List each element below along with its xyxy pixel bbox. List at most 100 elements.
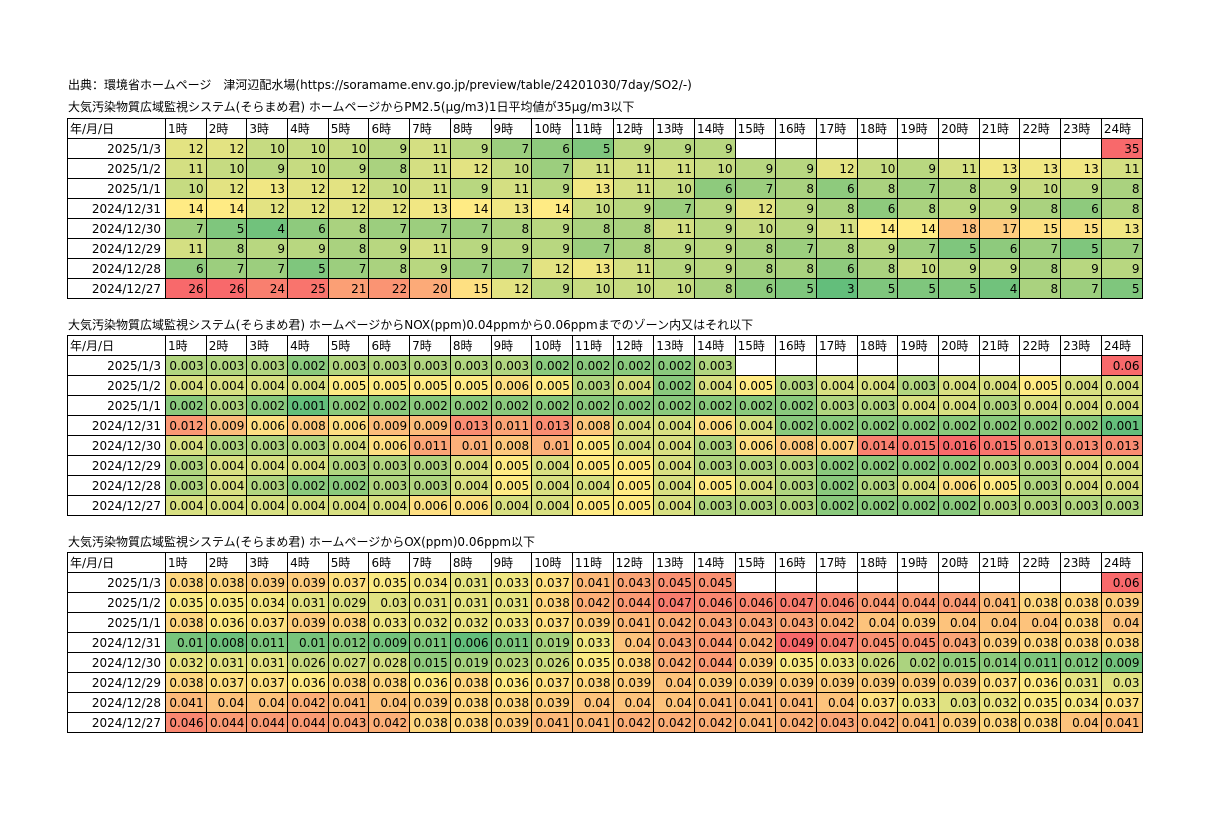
value-cell: 0.031: [449, 572, 492, 593]
value-cell: 0.004: [816, 375, 858, 396]
value-cell: 0.002: [612, 395, 655, 416]
value-cell: 0.004: [246, 455, 289, 476]
hour-header: 8時: [449, 118, 492, 139]
value-cell: 0.042: [653, 612, 695, 633]
value-cell: 11: [409, 178, 451, 199]
value-cell: 11: [653, 158, 695, 179]
value-cell: 10: [612, 278, 655, 299]
value-cell: 5: [571, 138, 614, 159]
value-cell: 0.004: [734, 475, 777, 496]
value-cell: 0.035: [571, 652, 614, 673]
value-cell: 0.038: [1019, 632, 1062, 653]
value-cell: 0.002: [327, 395, 370, 416]
value-cell: 0.016: [938, 435, 980, 456]
value-cell: 11: [165, 158, 207, 179]
value-cell: 0.008: [287, 415, 329, 436]
value-cell: 0.037: [327, 572, 370, 593]
value-cell: 15: [449, 278, 492, 299]
value-cell: 5: [205, 218, 248, 239]
value-cell: [856, 138, 899, 159]
value-cell: 7: [449, 258, 492, 279]
value-cell: 9: [775, 198, 817, 219]
value-cell: 0.003: [897, 375, 940, 396]
value-cell: 10: [571, 278, 614, 299]
value-cell: 0.002: [409, 395, 451, 416]
value-cell: 0.038: [571, 672, 614, 693]
value-cell: 0.001: [1100, 415, 1143, 436]
value-cell: 0.009: [205, 415, 248, 436]
table-row: 2025/1/1 10 12 13 12 12 10 11 9 11 9 13 11 10 6 7 8 6 8 7 8 9…: [67, 178, 1143, 199]
date-cell: 2024/12/30: [67, 652, 166, 673]
hour-header: 19時: [897, 118, 940, 139]
value-cell: 14: [205, 198, 248, 219]
value-cell: 0.035: [775, 652, 817, 673]
value-cell: 11: [653, 218, 695, 239]
value-cell: [775, 572, 817, 593]
value-cell: 7: [531, 158, 573, 179]
value-cell: 5: [938, 278, 980, 299]
value-cell: 13: [1060, 158, 1102, 179]
hour-header: 17時: [816, 118, 858, 139]
value-cell: 0.031: [246, 652, 289, 673]
value-cell: 0.003: [693, 435, 736, 456]
value-cell: 8: [1019, 258, 1062, 279]
table-row: 2025/1/2 0.004 0.004 0.004 0.004 0.005 0.005 0.…: [67, 375, 1143, 396]
value-cell: [734, 572, 777, 593]
value-cell: 0.006: [449, 495, 492, 516]
value-cell: 12: [287, 198, 329, 219]
hour-header: 11時: [571, 118, 614, 139]
value-cell: 0.042: [775, 712, 817, 733]
date-cell: 2024/12/27: [67, 278, 166, 299]
value-cell: 0.002: [287, 475, 329, 496]
value-cell: 0.004: [165, 435, 207, 456]
value-cell: 0.039: [693, 672, 736, 693]
value-cell: 12: [531, 258, 573, 279]
hour-header: 9時: [490, 335, 533, 356]
hour-header: 23時: [1060, 552, 1102, 573]
value-cell: 0.039: [490, 712, 533, 733]
hour-header: 15時: [734, 118, 777, 139]
value-cell: 7: [1060, 278, 1102, 299]
hour-header: 14時: [693, 118, 736, 139]
value-cell: 0.047: [775, 592, 817, 613]
value-cell: 5: [856, 278, 899, 299]
value-cell: 7: [490, 138, 533, 159]
value-cell: 0.036: [490, 672, 533, 693]
value-cell: 3: [816, 278, 858, 299]
value-cell: 0.004: [205, 455, 248, 476]
value-cell: 0.002: [1019, 415, 1062, 436]
value-cell: 13: [571, 258, 614, 279]
value-cell: 0.002: [816, 475, 858, 496]
value-cell: 0.039: [775, 672, 817, 693]
value-cell: [816, 138, 858, 159]
value-cell: 0.005: [531, 375, 573, 396]
value-cell: 10: [856, 158, 899, 179]
header-row: 年/月/日 1時 2時 3時 4時 5時 6時 7時 8時 9時 10時 11時 12時 13時 14時 15…: [67, 552, 1143, 573]
value-cell: 0.039: [531, 692, 573, 713]
value-cell: 0.006: [734, 435, 777, 456]
value-cell: 11: [571, 158, 614, 179]
hour-header: 8時: [449, 552, 492, 573]
value-cell: 0.003: [856, 475, 899, 496]
value-cell: 13: [978, 158, 1021, 179]
value-cell: 14: [856, 218, 899, 239]
value-cell: 0.004: [897, 395, 940, 416]
value-cell: 0.039: [1100, 592, 1143, 613]
value-cell: 0.043: [734, 612, 777, 633]
date-cell: 2024/12/28: [67, 475, 166, 496]
value-cell: 0.008: [205, 632, 248, 653]
date-column-header: 年/月/日: [67, 552, 166, 573]
value-cell: 7: [368, 218, 411, 239]
value-cell: 0.005: [409, 375, 451, 396]
date-cell: 2024/12/27: [67, 712, 166, 733]
hour-header: 15時: [734, 552, 777, 573]
table-row: 2024/12/28 0.041 0.04 0.04 0.042 0.041 0.04 0.0…: [67, 692, 1143, 713]
value-cell: 0.038: [409, 712, 451, 733]
value-cell: 0.006: [938, 475, 980, 496]
value-cell: 0.005: [571, 495, 614, 516]
value-cell: 0.009: [368, 415, 411, 436]
value-cell: 13: [571, 178, 614, 199]
value-cell: 8: [490, 218, 533, 239]
value-cell: 0.002: [653, 395, 695, 416]
value-cell: 5: [775, 278, 817, 299]
